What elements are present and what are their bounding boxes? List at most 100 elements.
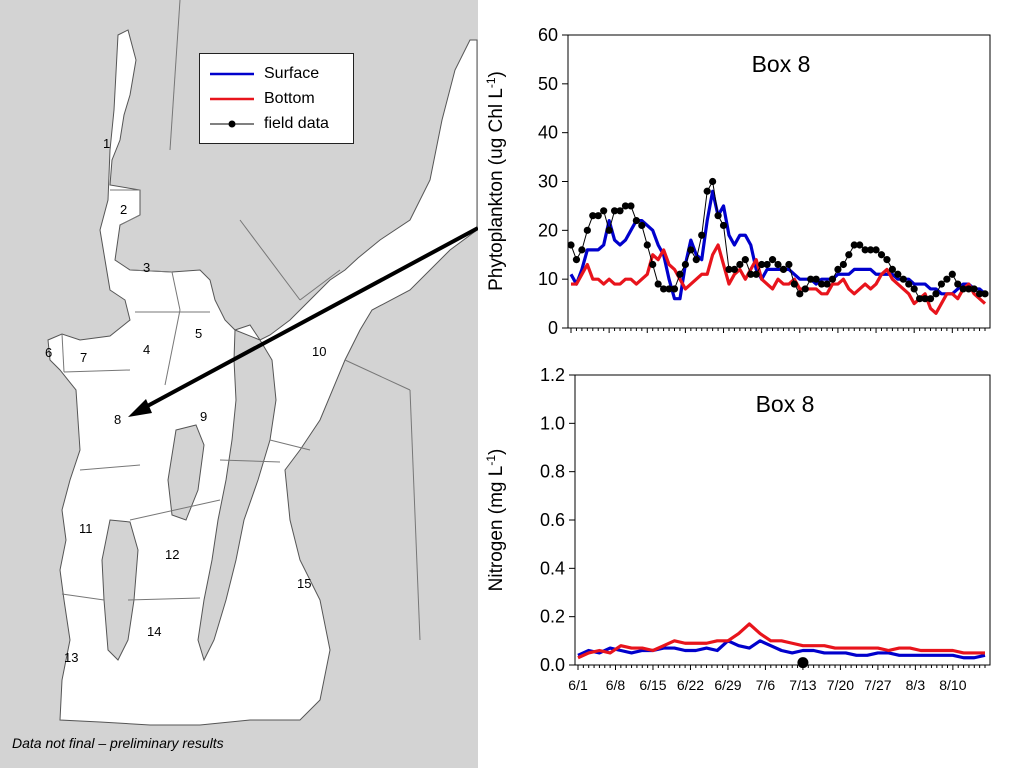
box-label-8: 8 [114,412,121,427]
legend-item-field-data: field data [208,112,329,136]
chart1-point-field-data [660,285,668,293]
chart1-ytick-label: 20 [538,220,558,240]
chart1-point-field-data [719,221,728,230]
box-label-12: 12 [165,547,179,562]
chart1-point-field-data [823,280,831,288]
chart1-point-field-data [714,212,722,220]
chart1-point-field-data [850,241,858,249]
chart1-point-field-data [703,187,711,195]
box-label-6: 6 [45,345,52,360]
chart1-series-bottom [571,243,987,315]
chart1-point-field-data [905,280,913,288]
chart1-point-field-data [730,265,739,273]
chart1-point-field-data [975,290,984,298]
chart2-ytick-label: 0.8 [540,462,565,482]
chart2-ylabel-end: ) [486,449,507,455]
chart1-point-field-data [692,256,700,264]
chart1-point-field-data [709,177,717,186]
estuary-map: 1 2 3 4 5 6 7 8 9 10 11 12 13 14 15 Surf… [0,0,479,768]
chart1-point-field-data [861,246,869,254]
chart2-ytick-label: 0.6 [540,510,565,530]
chart1-point-field-data [888,265,896,273]
chart1-point-field-data [681,260,689,269]
box-label-2: 2 [120,202,127,217]
chart1-point-field-data [616,207,624,215]
legend-label-field-data: field data [264,115,329,132]
chart1-point-field-data [610,207,619,215]
chart1-point-field-data [638,221,646,230]
chart-nitrogen: Box 8 Nitrogen (mg L-1) 0.0 0.2 0.4 0.6 0.8 1… [484,365,991,693]
legend-label-bottom: Bottom [264,90,315,107]
chart1-point-field-data [856,241,864,249]
box-label-15: 15 [297,576,311,591]
chart1-point-field-data [948,270,956,278]
chart1-point-field-data [785,260,793,269]
chart1-point-field-data [768,256,777,264]
chart1-point-field-data [752,270,760,278]
chart1-point-field-data [959,285,967,293]
chart1-point-field-data [621,202,630,210]
chart1-point-field-data [676,270,684,278]
chart2-xtick-label: 7/6 [756,677,776,693]
chart1-point-field-data [632,216,640,225]
chart2-xtick-label: 6/15 [639,677,666,693]
chart1-ytick-label: 60 [538,25,558,45]
chart2-xtick-label: 8/10 [939,677,966,693]
chart1-point-field-data [627,202,635,210]
chart1-point-field-data [921,295,929,303]
chart1-point-field-data [839,260,847,269]
chart1-point-field-data [981,290,989,298]
chart1-point-field-data [583,226,591,234]
chart1-point-field-data [654,280,662,288]
chart1-ytick-label: 10 [538,269,558,289]
chart1-point-field-data [600,207,608,215]
box-label-3: 3 [143,260,150,275]
chart1-ytick-label: 0 [548,318,558,338]
chart1-point-field-data [894,270,902,278]
chart2-ytick-label: 1.0 [540,413,565,433]
chart1-point-field-data [758,260,766,269]
chart1-point-field-data [801,285,809,293]
chart1-point-field-data [916,295,924,303]
chart2-frame [574,374,991,666]
chart1-point-field-data [970,285,978,293]
chart1-point-field-data [649,260,657,269]
chart1-point-field-data [954,280,962,288]
legend-item-bottom: Bottom [208,87,315,111]
chart1-ytick-label: 40 [538,123,558,143]
chart1-point-field-data [877,251,886,259]
box-label-4: 4 [143,342,150,357]
legend-item-surface: Surface [208,62,319,86]
chart1-point-field-data [790,280,798,288]
chart1-point-field-data [736,260,744,269]
chart1-point-field-data [687,246,695,254]
chart1-point-field-data [670,285,679,293]
chart2-xtick-label: 7/20 [827,677,854,693]
chart1-point-field-data [741,256,749,264]
box-label-13: 13 [64,650,78,665]
chart1-point-field-data [910,285,918,293]
chart1-point-field-data [812,275,820,283]
chart2-xtick-label: 6/1 [568,677,588,693]
pointer-arrow-line [139,226,479,412]
chart2-ytick-label: 0.2 [540,607,565,627]
pointer-arrow-head [128,399,152,417]
chart1-series-surface [569,189,987,301]
legend-label-surface: Surface [264,65,320,82]
chart2-ylabel-main: Nitrogen (mg L [486,466,507,592]
box-label-11: 11 [79,521,93,536]
chart1-ylabel-main: Phytoplankton (ug Chl L [486,88,507,291]
chart2-ytick-label: 0.0 [540,655,565,675]
chart1-point-field-data [872,246,880,254]
footnote: Data not final – preliminary results [12,735,224,751]
box-label-9: 9 [200,409,207,424]
chart1-point-field-data [779,265,788,273]
island-conanicut [101,519,139,661]
chart2-point-field-data [797,657,809,669]
charts-svg: Box 8 Phytoplankton (ug Chl L-1) 0102030… [484,25,991,693]
legend: Surface Bottom field data [199,53,354,144]
chart1-point-field-data [817,280,826,288]
legend-swatch-field-data [210,120,254,128]
chart1-point-field-data [932,290,940,298]
chart1-point-field-data [883,256,891,264]
